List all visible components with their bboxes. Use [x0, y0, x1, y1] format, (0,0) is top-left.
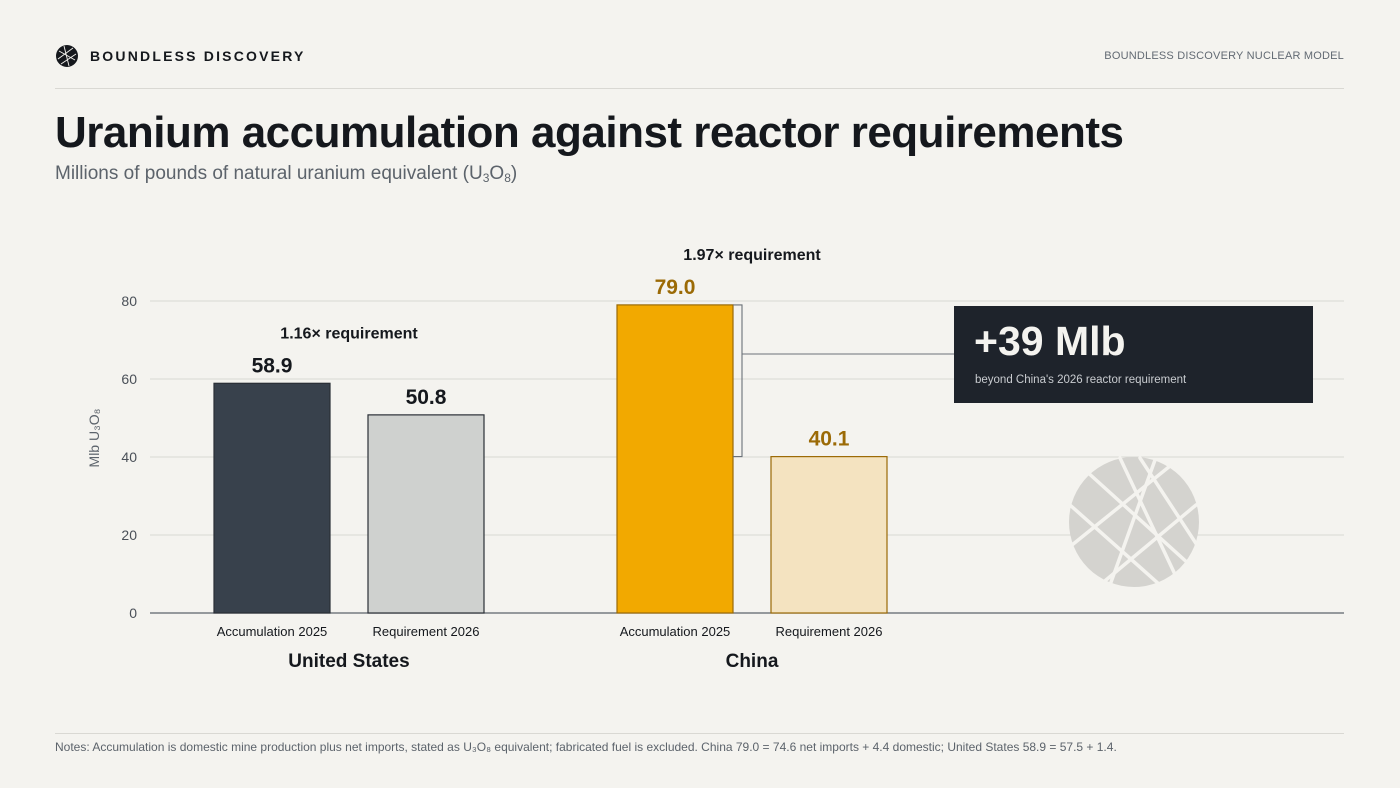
watermark-globe-stroke	[1108, 458, 1157, 587]
watermark-globe-stroke	[1070, 460, 1177, 547]
globe-logo-icon	[56, 45, 78, 67]
chart-title: Uranium accumulation against reactor req…	[55, 108, 1124, 157]
chart-subtitle: Millions of pounds of natural uranium eq…	[55, 163, 517, 185]
brand-name: BOUNDLESS DISCOVERY	[90, 48, 306, 64]
y-tick-label: 0	[129, 605, 137, 621]
subtitle-sub-3: 3	[482, 171, 490, 185]
group-label: China	[726, 651, 779, 672]
x-tick-label: Requirement 2026	[373, 624, 480, 639]
watermark-globe-stroke	[1068, 503, 1162, 587]
bar-united-states-accumulation-2025	[213, 382, 331, 614]
footer-notes: Notes: Accumulation is domestic mine pro…	[55, 733, 1344, 754]
subtitle-suffix: )	[510, 163, 518, 184]
bar-value-label: 50.8	[406, 386, 447, 409]
ratio-label: 1.16× requirement	[280, 325, 418, 342]
ratio-label: 1.97× requirement	[683, 247, 821, 264]
x-tick-label: Accumulation 2025	[217, 624, 328, 639]
bar-value-label: 58.9	[252, 354, 293, 377]
gap-bracket	[733, 304, 743, 458]
page-header: BOUNDLESS DISCOVERY BOUNDLESS DISCOVERY …	[55, 44, 1344, 89]
y-tick-label: 80	[121, 293, 137, 309]
callout-box	[954, 306, 1313, 403]
bar-value-label: 40.1	[809, 428, 850, 451]
y-tick-label: 60	[121, 371, 137, 387]
watermark-globe-stroke	[1118, 456, 1182, 587]
bar-china-requirement-2026	[770, 456, 888, 614]
y-tick-label: 40	[121, 449, 137, 465]
subtitle-mid: O	[489, 163, 505, 184]
bar-united-states-requirement-2026	[367, 414, 485, 614]
callout-headline: +39 Mlb	[974, 318, 1126, 364]
subtitle-prefix: Millions of pounds of natural uranium eq…	[55, 163, 483, 184]
bar-value-label: 79.0	[655, 276, 696, 299]
x-tick-label: Requirement 2026	[776, 624, 883, 639]
subtitle-sub-8: 8	[504, 171, 511, 185]
watermark-globe-stroke	[1083, 468, 1192, 567]
model-label: BOUNDLESS DISCOVERY NUCLEAR MODEL	[1104, 50, 1344, 62]
y-axis-label: Mlb U₃O₈	[86, 409, 102, 468]
watermark-globe-stroke	[1138, 456, 1199, 547]
y-tick-label: 20	[121, 527, 137, 543]
x-tick-label: Accumulation 2025	[620, 624, 731, 639]
group-label: United States	[288, 651, 409, 672]
bar-china-accumulation-2025	[616, 304, 734, 614]
callout-detail: beyond China's 2026 reactor requirement	[975, 374, 1187, 386]
